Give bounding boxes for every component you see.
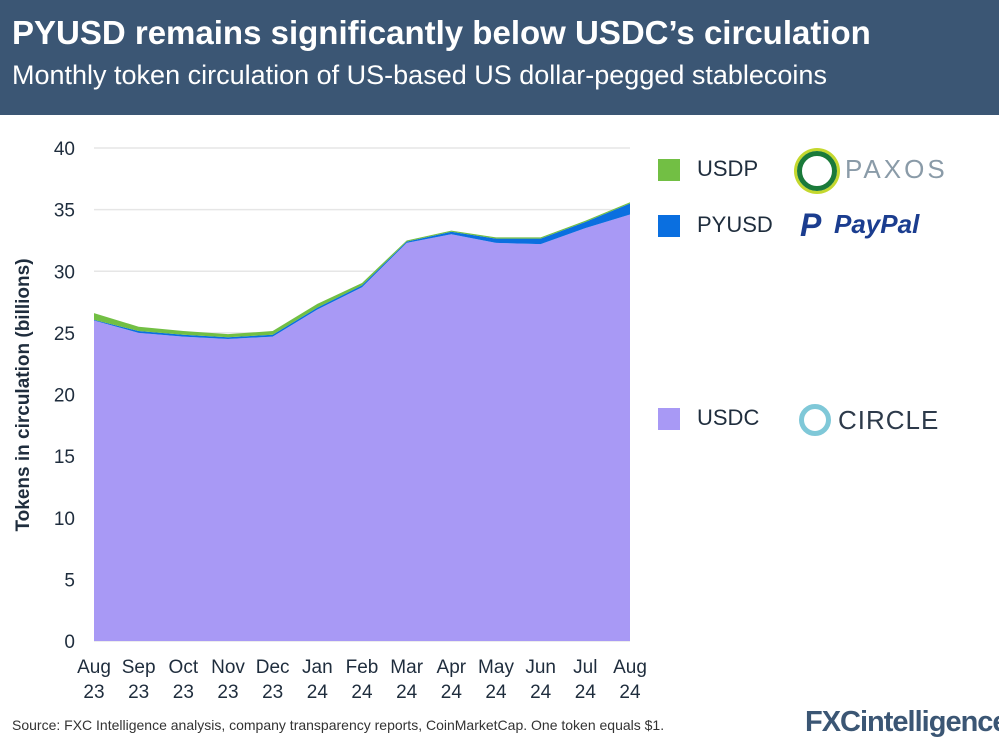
y-tick-label: 5 bbox=[64, 570, 75, 591]
x-tick-label: Aug bbox=[613, 657, 647, 678]
chart-title: PYUSD remains significantly below USDC’s… bbox=[12, 14, 871, 51]
x-tick-label: Apr bbox=[437, 657, 467, 678]
x-tick-label: May bbox=[478, 657, 514, 678]
header: PYUSD remains significantly below USDC’s… bbox=[0, 0, 999, 115]
y-tick-label: 30 bbox=[54, 262, 75, 283]
circle-logo-text: CIRCLE bbox=[838, 405, 940, 435]
x-tick-label: 24 bbox=[351, 682, 373, 703]
legend-swatch-pyusd bbox=[658, 215, 680, 237]
x-tick-label: 24 bbox=[307, 682, 329, 703]
y-tick-label: 25 bbox=[54, 324, 75, 345]
legend-usdp: USDP bbox=[697, 156, 759, 181]
x-tick-label: Oct bbox=[169, 657, 199, 678]
x-tick-label: Aug bbox=[77, 657, 111, 678]
x-tick-label: Sep bbox=[122, 657, 156, 678]
paxos-logo-icon bbox=[797, 151, 837, 191]
x-tick-label: 23 bbox=[128, 682, 149, 703]
x-tick-label: Mar bbox=[390, 657, 423, 678]
x-tick-label: Jun bbox=[525, 657, 556, 678]
x-tick-label: 24 bbox=[530, 682, 552, 703]
x-tick-label: Feb bbox=[346, 657, 379, 678]
legend-swatch-usdc bbox=[658, 408, 680, 430]
y-tick-label: 0 bbox=[64, 632, 75, 653]
x-tick-label: Dec bbox=[256, 657, 290, 678]
legend-pyusd: PYUSD bbox=[697, 212, 773, 237]
circle-logo-icon bbox=[799, 404, 831, 436]
y-tick-label: 40 bbox=[54, 139, 75, 160]
x-tick-label: 23 bbox=[262, 682, 283, 703]
legend-usdc: USDC bbox=[697, 405, 760, 430]
y-tick-label: 20 bbox=[54, 386, 75, 407]
y-tick-label: 35 bbox=[54, 201, 75, 222]
paypal-logo-text: PayPal bbox=[834, 209, 920, 239]
paxos-logo-text: PAXOS bbox=[845, 154, 948, 184]
y-tick-label: 10 bbox=[54, 509, 75, 530]
chart-subtitle: Monthly token circulation of US-based US… bbox=[12, 60, 827, 90]
x-tick-label: 24 bbox=[575, 682, 597, 703]
x-tick-label: 24 bbox=[485, 682, 507, 703]
y-tick-label: 15 bbox=[54, 447, 75, 468]
x-tick-label: 23 bbox=[83, 682, 104, 703]
y-axis-label: Tokens in circulation (billions) bbox=[13, 258, 34, 531]
paypal-logo-icon: P bbox=[800, 207, 822, 243]
x-tick-label: 23 bbox=[217, 682, 238, 703]
x-tick-label: Jan bbox=[302, 657, 333, 678]
x-tick-label: Jul bbox=[573, 657, 597, 678]
x-tick-label: Nov bbox=[211, 657, 245, 678]
x-tick-label: 24 bbox=[396, 682, 418, 703]
source-note: Source: FXC Intelligence analysis, compa… bbox=[12, 717, 665, 733]
area-usdc bbox=[94, 214, 630, 641]
x-tick-label: 24 bbox=[441, 682, 463, 703]
x-tick-label: 23 bbox=[173, 682, 194, 703]
legend-swatch-usdp bbox=[658, 159, 680, 181]
x-tick-label: 24 bbox=[619, 682, 641, 703]
fxc-logo: FXCintelligence bbox=[805, 706, 999, 738]
